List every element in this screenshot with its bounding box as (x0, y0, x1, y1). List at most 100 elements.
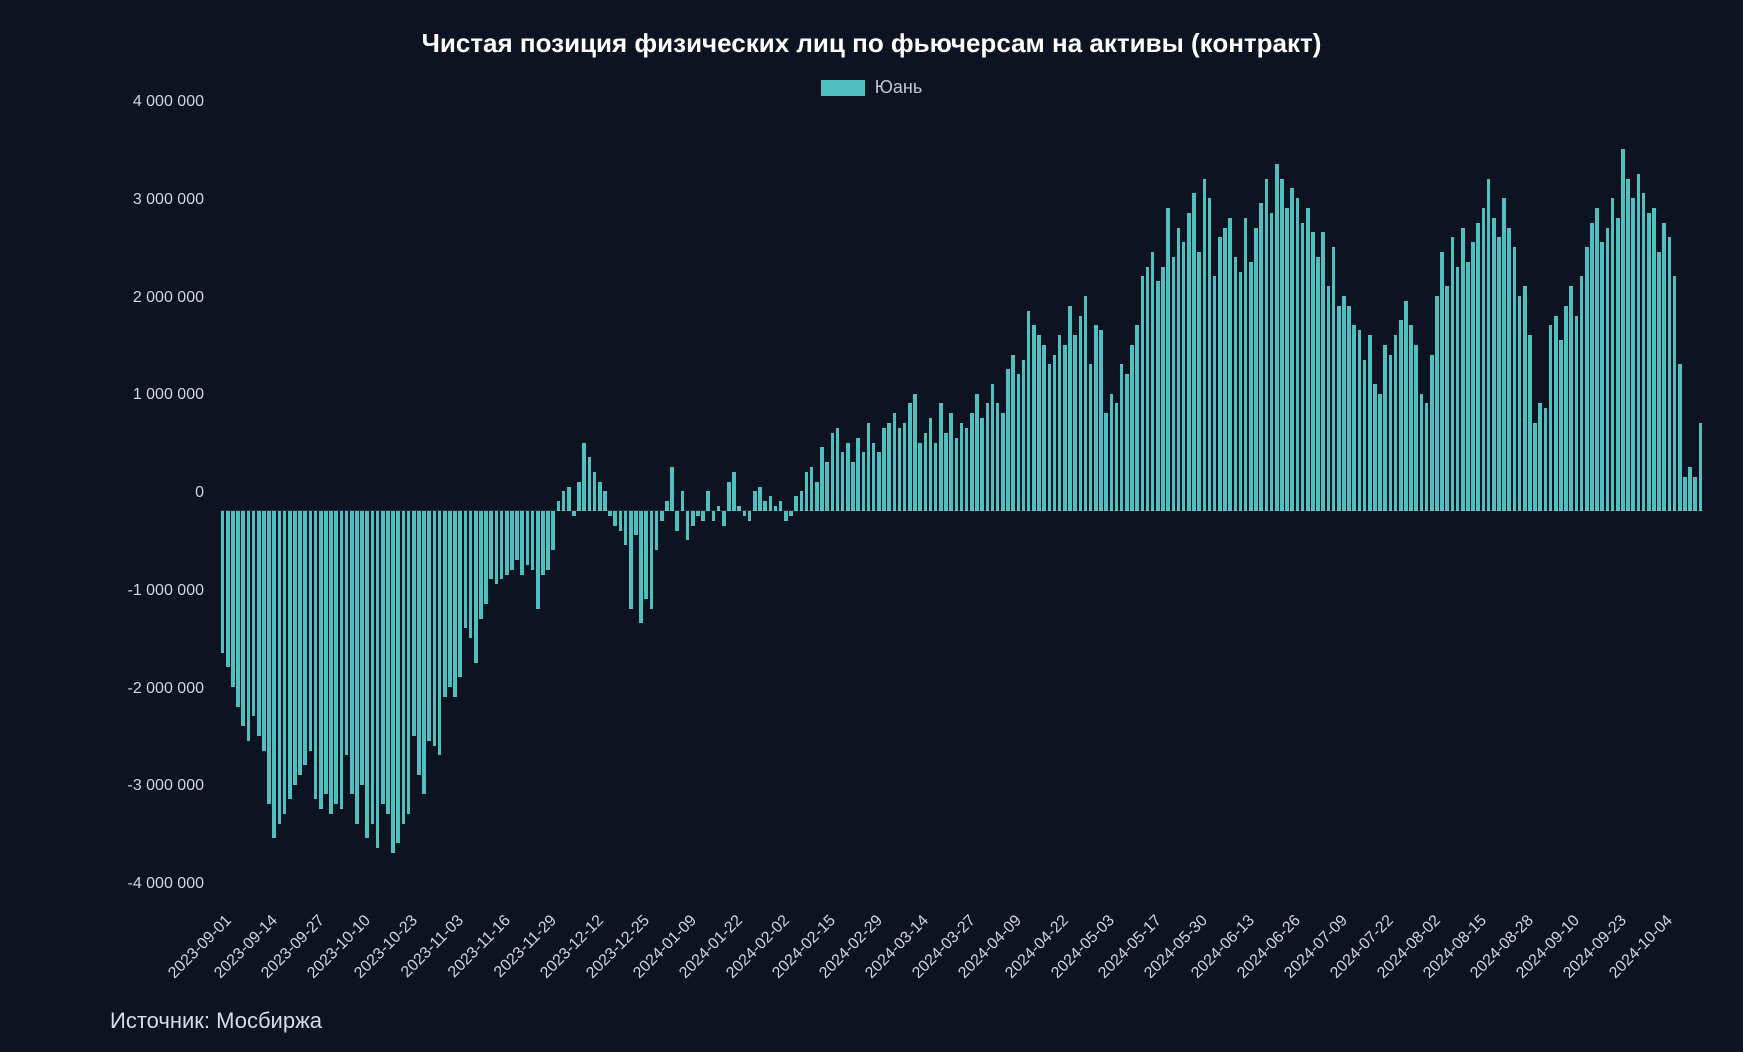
bar (257, 511, 261, 736)
bar (706, 491, 710, 511)
bar (588, 457, 592, 511)
bar (1435, 296, 1439, 511)
bar (1001, 413, 1005, 511)
bar (996, 403, 1000, 511)
bar (1352, 325, 1356, 511)
bar (810, 467, 814, 511)
bar (1337, 306, 1341, 511)
bar (970, 413, 974, 511)
bar (1234, 257, 1238, 511)
bar (789, 511, 793, 516)
bar (1301, 223, 1305, 511)
y-tick-label: 1 000 000 (133, 386, 204, 404)
bar (1420, 394, 1424, 511)
bar (624, 511, 628, 545)
bar (309, 511, 313, 750)
bar (841, 452, 845, 511)
bar (371, 511, 375, 824)
bar (908, 403, 912, 511)
bar (743, 511, 747, 516)
bar (975, 394, 979, 511)
bar (396, 511, 400, 843)
bar (939, 403, 943, 511)
bar (236, 511, 240, 707)
bar (427, 511, 431, 741)
bar (526, 511, 530, 565)
bar (1451, 237, 1455, 511)
y-tick-label: -2 000 000 (127, 680, 204, 698)
bar (1383, 345, 1387, 511)
bar (1177, 228, 1181, 511)
bar (650, 511, 654, 609)
bar (479, 511, 483, 619)
bar (1172, 257, 1176, 511)
bar (1270, 213, 1274, 511)
bar (1440, 252, 1444, 511)
bar (1404, 301, 1408, 511)
plot-area (220, 120, 1703, 902)
bar (784, 511, 788, 521)
bar (805, 472, 809, 511)
bar (794, 496, 798, 511)
bar (489, 511, 493, 579)
bar (1688, 467, 1692, 511)
bar (1616, 218, 1620, 511)
bar (272, 511, 276, 838)
bar (1642, 193, 1646, 511)
bar (391, 511, 395, 853)
bar (1425, 403, 1429, 511)
bar (231, 511, 235, 687)
bar (484, 511, 488, 604)
bar (298, 511, 302, 775)
bar (1017, 374, 1021, 511)
bar (1203, 179, 1207, 511)
bar (1053, 355, 1057, 511)
bar (1321, 232, 1325, 511)
bar (949, 413, 953, 511)
bar (1316, 257, 1320, 511)
y-tick-label: -3 000 000 (127, 777, 204, 795)
bar (1699, 423, 1703, 511)
bar (577, 482, 581, 511)
bar (262, 511, 266, 750)
bar (1094, 325, 1098, 511)
bar (851, 462, 855, 511)
bar (324, 511, 328, 794)
legend-label: Юань (875, 77, 923, 98)
bar (924, 433, 928, 511)
bar (1079, 316, 1083, 512)
bar (758, 487, 762, 511)
bar (582, 443, 586, 511)
bar (1466, 262, 1470, 511)
bar (1032, 325, 1036, 511)
bar (458, 511, 462, 677)
bar (1358, 330, 1362, 511)
bar (608, 511, 612, 516)
bar (898, 428, 902, 511)
bar (1626, 179, 1630, 511)
bar (872, 443, 876, 511)
bar (221, 511, 225, 653)
bar (748, 511, 752, 521)
bar (1482, 208, 1486, 511)
bar (696, 511, 700, 516)
bar (1518, 296, 1522, 511)
bar (712, 511, 716, 521)
bar (572, 511, 576, 516)
bar (1590, 223, 1594, 511)
bar (1523, 286, 1527, 511)
bar (1115, 403, 1119, 511)
bar (1290, 188, 1294, 511)
bar (546, 511, 550, 570)
chart-area: -4 000 000-3 000 000-2 000 000-1 000 000… (100, 120, 1703, 902)
bar (1084, 296, 1088, 511)
bar (412, 511, 416, 736)
bar (1011, 355, 1015, 511)
bar (1022, 360, 1026, 512)
bar (944, 433, 948, 511)
bar (1063, 345, 1067, 511)
bar (407, 511, 411, 814)
bar (329, 511, 333, 814)
bar (820, 447, 824, 511)
bar (1218, 237, 1222, 511)
